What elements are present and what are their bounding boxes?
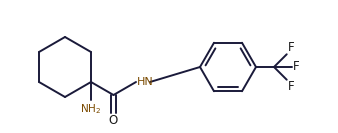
Text: O: O [109,114,118,127]
Text: NH$_2$: NH$_2$ [80,102,101,116]
Text: F: F [293,61,299,74]
Text: F: F [288,41,294,54]
Text: F: F [288,80,294,93]
Text: HN: HN [137,77,154,87]
